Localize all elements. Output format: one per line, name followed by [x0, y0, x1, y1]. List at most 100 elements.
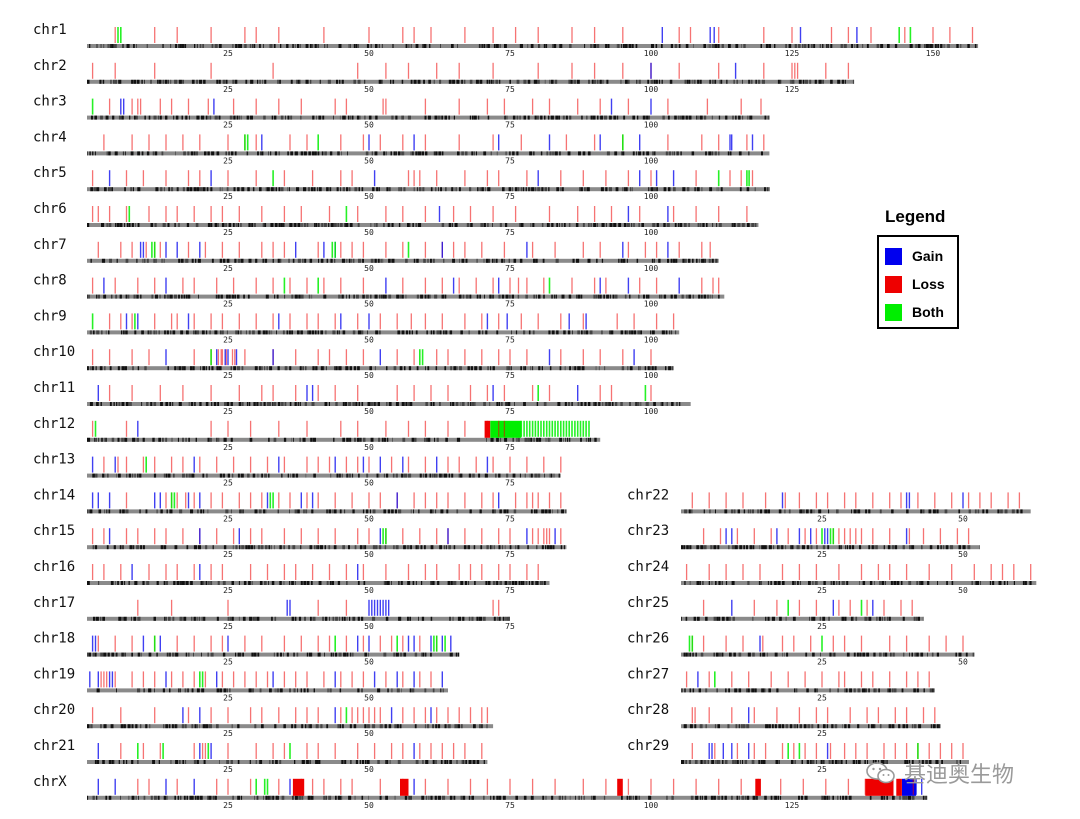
ideogram-band	[761, 688, 764, 693]
ideogram-band	[87, 652, 89, 657]
ideogram-band	[732, 616, 735, 621]
ideogram-band	[383, 473, 385, 478]
ideogram-band	[498, 402, 501, 406]
ideogram-band	[443, 258, 445, 263]
ideogram-band	[593, 44, 597, 48]
ideogram-band	[618, 223, 622, 227]
ideogram-band	[480, 44, 482, 48]
ideogram-band	[691, 151, 695, 156]
ideogram-band	[207, 652, 209, 657]
ideogram-band	[511, 294, 514, 299]
ideogram-band	[118, 115, 120, 120]
ideogram-band	[306, 223, 309, 227]
ideogram-band	[205, 724, 209, 729]
ideogram-band	[656, 223, 659, 227]
ideogram-band	[346, 581, 348, 585]
ideogram-band	[951, 581, 954, 585]
ideogram-band	[311, 581, 313, 585]
ideogram-band	[368, 795, 369, 800]
ideogram-band	[98, 509, 102, 514]
ideogram-band	[605, 223, 607, 227]
ideogram-band	[811, 616, 812, 621]
ideogram-band	[330, 652, 333, 657]
ideogram-band	[124, 187, 126, 192]
ideogram-band	[315, 366, 318, 371]
ideogram-band	[502, 616, 505, 621]
tick-label: 25	[223, 335, 233, 344]
ideogram-band	[129, 545, 133, 550]
ideogram-band	[348, 44, 350, 48]
ideogram-band	[788, 44, 792, 48]
ideogram-band	[155, 330, 157, 335]
ideogram-band	[484, 187, 486, 192]
ideogram-band	[625, 187, 628, 192]
ideogram-band	[534, 187, 537, 192]
ideogram-band	[672, 366, 674, 371]
ideogram-band	[238, 44, 242, 48]
ideogram-band	[444, 366, 447, 371]
ideogram-band	[377, 688, 381, 693]
ideogram-band	[163, 187, 165, 192]
ideogram-band	[840, 795, 841, 800]
ideogram-band	[537, 79, 540, 84]
ideogram-band	[430, 187, 433, 192]
ideogram-band	[300, 545, 302, 550]
ideogram-strip	[87, 258, 719, 263]
ideogram-band	[505, 223, 508, 227]
ideogram-band	[405, 258, 408, 263]
ideogram-band	[705, 688, 708, 693]
ideogram-band	[796, 545, 800, 550]
ideogram-band	[700, 545, 704, 550]
ideogram-band	[313, 437, 316, 442]
ideogram-band	[886, 616, 889, 621]
ideogram-band	[479, 509, 482, 514]
ideogram-band	[499, 581, 502, 585]
ideogram-band	[580, 187, 583, 192]
ideogram-band	[150, 402, 153, 406]
ideogram-band	[186, 187, 189, 192]
ideogram-band	[461, 151, 464, 156]
ideogram-band	[692, 688, 695, 693]
ideogram-band	[202, 473, 205, 478]
ideogram-band	[264, 79, 267, 84]
ideogram-band	[563, 437, 564, 442]
ideogram-band	[728, 688, 730, 693]
ideogram-band	[146, 44, 148, 48]
ideogram-band	[696, 187, 700, 192]
chromosome-label: chr8	[33, 273, 67, 289]
ideogram-band	[235, 545, 238, 550]
ideogram-band	[600, 187, 604, 192]
ideogram-band	[265, 795, 268, 800]
ideogram-band	[330, 223, 334, 227]
ideogram-band	[432, 724, 434, 729]
ideogram-band	[273, 44, 276, 48]
ideogram-band	[792, 616, 796, 621]
ideogram-band	[209, 330, 211, 335]
ideogram-band	[880, 760, 882, 764]
ideogram-band	[89, 330, 92, 335]
ideogram-band	[241, 402, 244, 406]
ideogram-band	[571, 402, 573, 406]
ideogram-band	[844, 688, 846, 693]
ideogram-band	[925, 44, 929, 48]
ideogram-band	[356, 294, 359, 299]
ideogram-band	[299, 366, 302, 371]
ideogram-band	[101, 330, 103, 335]
tick-label: 25	[223, 85, 233, 94]
ideogram-band	[430, 616, 433, 621]
ideogram-band	[385, 294, 387, 299]
ideogram-band	[794, 760, 796, 764]
ideogram-band	[352, 509, 355, 514]
ideogram-band	[116, 258, 118, 263]
ideogram-band	[701, 795, 703, 800]
ideogram-band	[96, 760, 100, 764]
ideogram-band	[917, 44, 921, 48]
ideogram-band	[606, 79, 609, 84]
ideogram-band	[535, 294, 537, 299]
ideogram-band	[335, 652, 338, 657]
ideogram-band	[338, 616, 341, 621]
ideogram-band	[439, 402, 441, 406]
ideogram-band	[859, 652, 862, 657]
ideogram-band	[389, 760, 391, 764]
ideogram-band	[231, 473, 234, 478]
